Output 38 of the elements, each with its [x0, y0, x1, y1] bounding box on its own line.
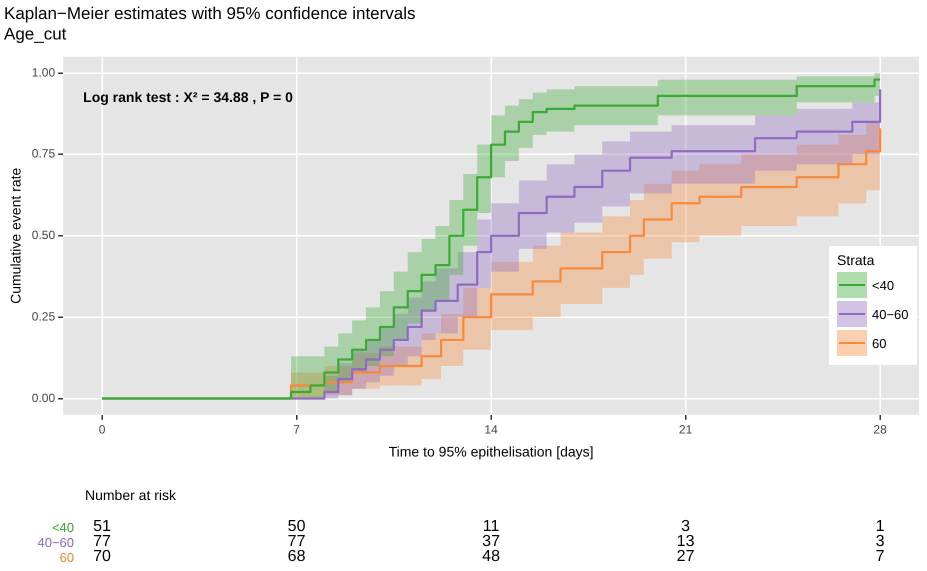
text: <40: [50, 520, 74, 535]
legend-label: 40−60: [872, 306, 909, 322]
x-tick-label: 21: [678, 422, 693, 436]
y-tick-label: 0.50: [32, 228, 56, 242]
text: 11: [482, 518, 500, 535]
text: 13: [676, 533, 694, 550]
chart-title: Kaplan−Meier estimates with 95% confidence intervals: [4, 4, 416, 23]
x-tick-label: 28: [873, 422, 888, 436]
y-tick-label: 0.25: [32, 309, 56, 324]
chart-subtitle: Age_cut: [4, 24, 67, 44]
y-tick-label: 0.00: [32, 390, 56, 405]
text: 77: [93, 533, 111, 550]
text: 3: [681, 518, 690, 535]
text: 50: [288, 518, 306, 535]
legend-title: Strata: [837, 252, 876, 268]
x-axis-title: Time to 95% epithelisation [days]: [388, 443, 594, 460]
x-tick-label: 7: [293, 422, 300, 436]
x-tick-label: 0: [98, 422, 106, 436]
y-axis-title: Cumulative event rate: [7, 168, 24, 304]
text: 40−60: [36, 535, 74, 550]
text: 37: [482, 533, 500, 550]
legend-label: <40: [872, 278, 894, 293]
text: 77: [288, 533, 306, 550]
text: 51: [93, 518, 111, 535]
annotation: 60: [872, 336, 886, 351]
y-tick-label: 0.75: [32, 146, 56, 161]
x-tick-label: 14: [484, 422, 498, 436]
text: 3: [876, 533, 885, 550]
text: 70: [93, 548, 111, 565]
text: 60: [58, 550, 74, 565]
text: Number at risk: [85, 487, 178, 503]
text: 68: [288, 548, 306, 565]
text: 7: [876, 548, 885, 565]
text: 27: [676, 548, 694, 565]
y-tick-label: 1.00: [32, 65, 56, 80]
text: 1: [876, 518, 885, 535]
text: 48: [482, 548, 500, 565]
annotation: Log rank test : X² = 34.88 , P = 0: [83, 88, 293, 105]
